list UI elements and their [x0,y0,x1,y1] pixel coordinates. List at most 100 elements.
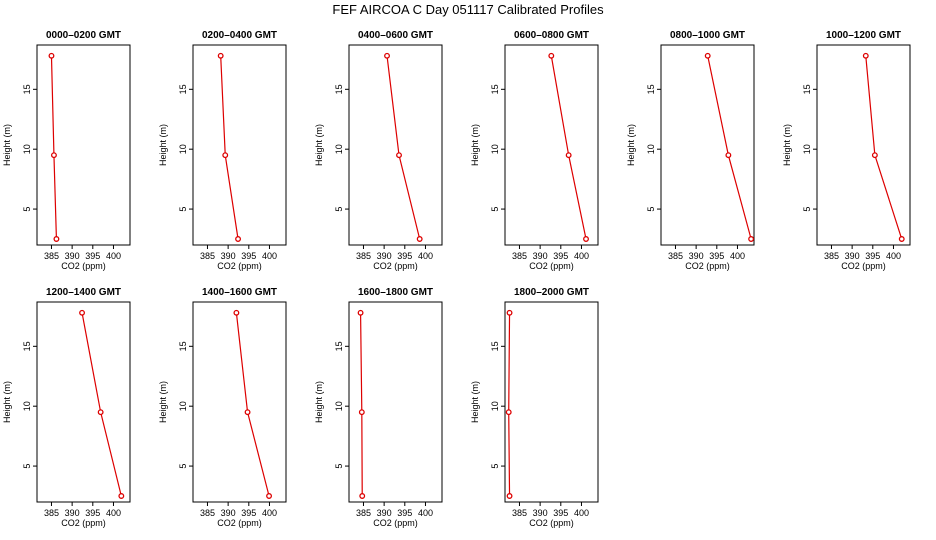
data-point [548,52,555,59]
data-point [50,152,57,159]
x-tick-label: 400 [262,508,277,518]
y-tick-label: 10 [22,144,32,154]
data-point [583,236,589,242]
plot-frame [36,44,131,246]
x-tick-label: 390 [65,508,80,518]
y-tick-label: 15 [22,341,32,351]
x-axis-label: CO2 (ppm) [841,261,886,271]
data-point [48,52,55,59]
data-point [97,409,104,416]
data-point [704,52,711,59]
profile-line [386,55,421,240]
x-tick-label: 385 [512,508,527,518]
y-tick-label: 5 [22,207,32,212]
y-axis-label: Height (m) [782,124,792,166]
y-tick-label: 10 [646,144,656,154]
x-tick-label: 400 [418,251,433,261]
y-axis-label: Height (m) [314,381,324,423]
profile-line [50,55,58,240]
data-point [118,493,125,499]
panel-title: 1800–2000 GMT [514,287,589,298]
x-tick-label: 390 [845,251,860,261]
x-tick-label: 395 [85,251,100,261]
x-tick-label: 385 [200,251,215,261]
data-point [358,409,365,416]
plot-frame [192,301,287,503]
x-axis-label: CO2 (ppm) [61,518,106,528]
x-tick-label: 385 [512,251,527,261]
y-tick-label: 10 [334,144,344,154]
x-tick-label: 390 [377,508,392,518]
data-point [357,309,364,316]
y-tick-label: 15 [646,84,656,94]
x-tick-label: 395 [397,508,412,518]
x-axis-label: CO2 (ppm) [373,518,418,528]
profile-line [550,55,587,240]
data-point [505,409,512,416]
y-tick-label: 5 [646,207,656,212]
y-tick-label: 10 [22,401,32,411]
profile-line [235,312,270,497]
x-tick-label: 395 [241,508,256,518]
x-tick-label: 400 [106,508,121,518]
data-point [506,309,513,316]
x-tick-label: 385 [824,251,839,261]
x-axis-label: CO2 (ppm) [685,261,730,271]
profile-line [359,312,363,497]
data-point [79,309,86,316]
data-point [233,309,240,316]
y-tick-label: 10 [490,401,500,411]
y-tick-label: 10 [334,401,344,411]
y-tick-label: 5 [802,207,812,212]
x-tick-label: 385 [356,251,371,261]
data-point [384,52,390,59]
y-axis-label: Height (m) [470,124,480,166]
profile-line [220,55,239,240]
y-axis-label: Height (m) [626,124,636,166]
panel-title: 0000–0200 GMT [46,30,121,41]
panel-title: 0800–1000 GMT [670,30,745,41]
y-tick-label: 5 [178,464,188,469]
data-point [506,493,513,499]
x-tick-label: 385 [668,251,683,261]
plot-frame [816,44,911,246]
y-tick-label: 10 [802,144,812,154]
x-axis-label: CO2 (ppm) [61,261,106,271]
data-point [217,52,224,59]
x-tick-label: 395 [709,251,724,261]
x-axis-label: CO2 (ppm) [529,261,574,271]
x-tick-label: 400 [418,508,433,518]
x-tick-label: 385 [44,508,59,518]
plot-frame [348,301,443,503]
y-axis-label: Height (m) [158,124,168,166]
y-tick-label: 10 [178,401,188,411]
x-tick-label: 400 [106,251,121,261]
plot-frame [504,301,599,503]
data-point [565,152,572,159]
x-tick-label: 395 [553,251,568,261]
x-axis-label: CO2 (ppm) [373,261,418,271]
panel-title: 0400–0600 GMT [358,30,433,41]
plot-frame [36,301,131,503]
y-tick-label: 5 [490,207,500,212]
x-tick-label: 395 [85,508,100,518]
profile-line [865,55,903,240]
y-tick-label: 15 [178,341,188,351]
data-point [235,236,242,242]
profile-line [81,312,122,497]
plot-frame [660,44,755,246]
y-tick-label: 5 [334,207,344,212]
plot-frame [504,44,599,246]
x-tick-label: 385 [200,508,215,518]
x-tick-label: 390 [377,251,392,261]
x-tick-label: 390 [65,251,80,261]
x-axis-label: CO2 (ppm) [529,518,574,528]
data-point [266,493,273,499]
